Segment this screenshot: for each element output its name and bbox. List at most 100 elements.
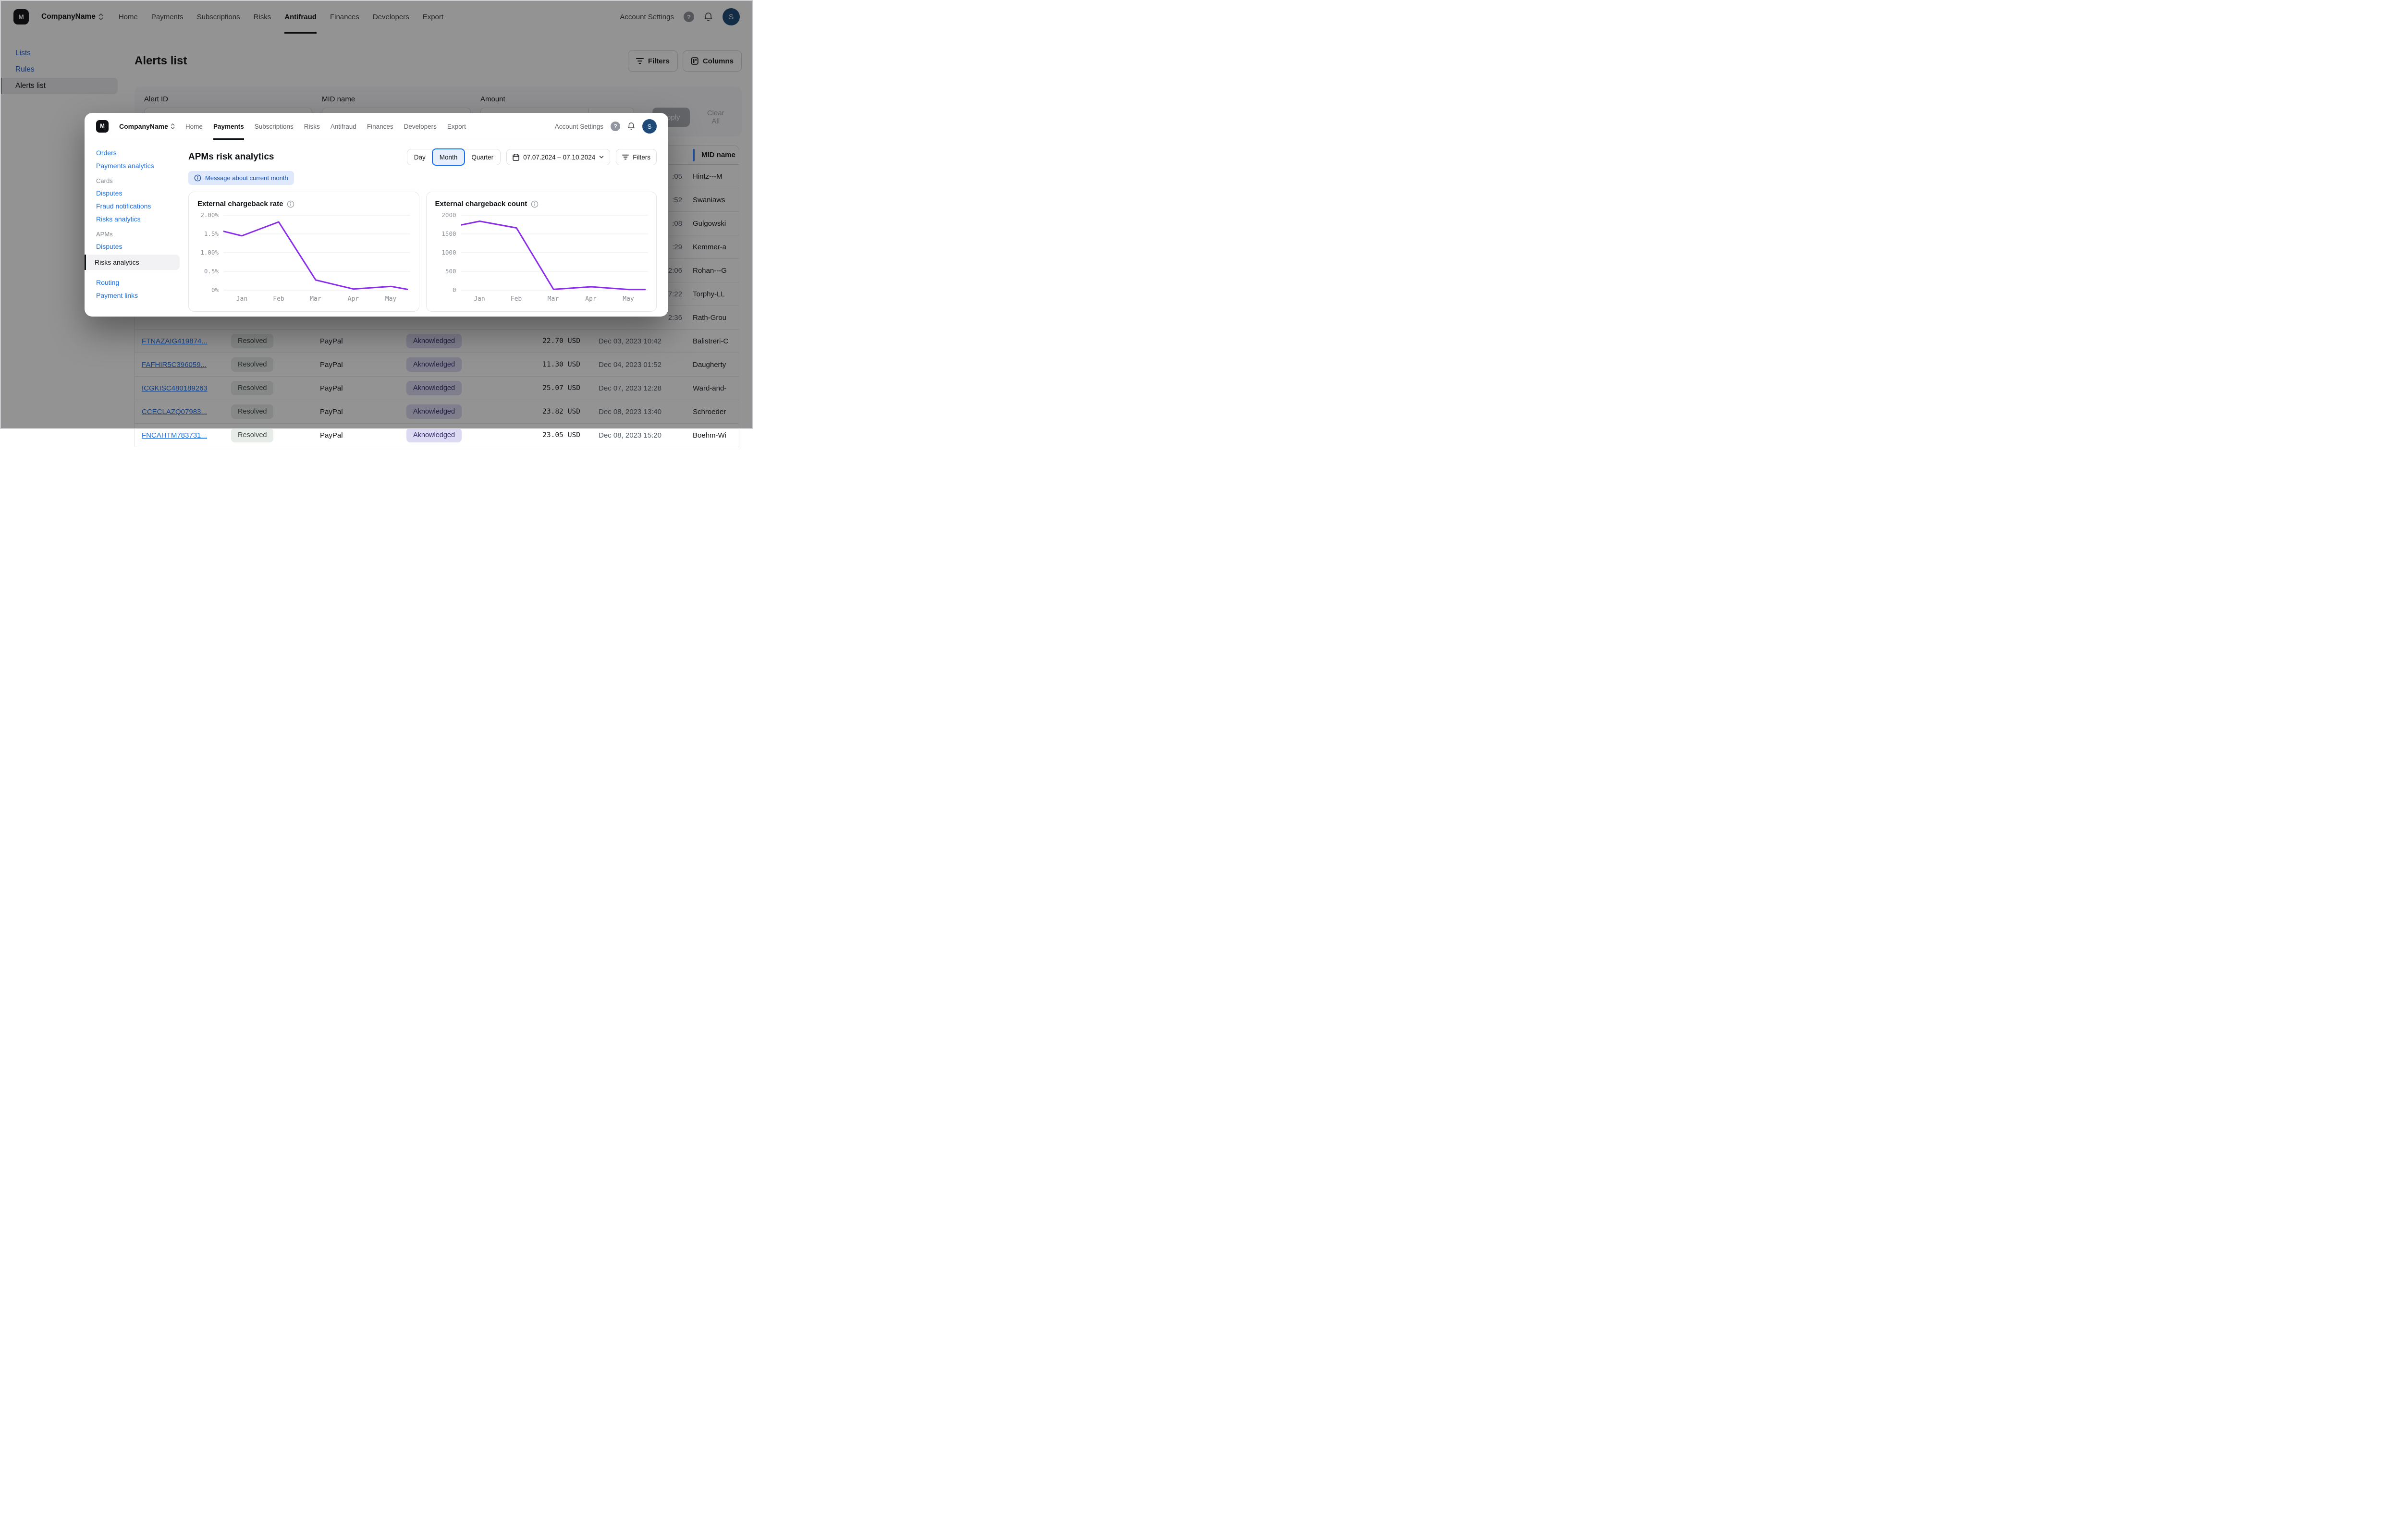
nav-item-antifraud[interactable]: Antifraud: [330, 122, 356, 130]
company-name: CompanyName: [41, 12, 96, 21]
date-cell: 2:06: [668, 266, 682, 275]
method-cell: PayPal: [320, 431, 343, 440]
nav-item-subscriptions[interactable]: Subscriptions: [196, 12, 240, 21]
sidebar-item-rules[interactable]: Rules: [15, 65, 35, 73]
chevron-updown-icon: [171, 123, 175, 129]
alert-id-link[interactable]: FTNAZAIG419874...: [142, 337, 208, 345]
period-segmented-control: Day Month Quarter: [406, 148, 501, 166]
alert-id-link[interactable]: FNCAHTM783731...: [142, 431, 207, 440]
user-avatar[interactable]: S: [642, 119, 657, 134]
sidebar-item-routing[interactable]: Routing: [96, 279, 120, 286]
company-logo[interactable]: M: [13, 9, 29, 24]
status-badge: Resolved: [231, 357, 274, 372]
date-cell: 2:36: [668, 313, 682, 322]
info-icon: [194, 174, 201, 182]
date-cell: :05: [672, 172, 682, 181]
column-drag-indicator[interactable]: [693, 148, 695, 161]
nav-item-finances[interactable]: Finances: [367, 122, 393, 130]
date-cell: Dec 07, 2023 12:28: [599, 384, 662, 392]
modal-filters-button[interactable]: Filters: [616, 149, 657, 165]
table-row-partial[interactable]: 2:36 Rath-Grou: [135, 306, 739, 330]
table-row[interactable]: FNCAHTM783731... Resolved PayPal Aknowle…: [135, 424, 739, 447]
modal-content: APMs risk analytics Day Month Quarter 07…: [180, 140, 668, 317]
nav-item-antifraud[interactable]: Antifraud: [284, 0, 317, 34]
filters-button[interactable]: Filters: [627, 50, 678, 72]
alert-id-link[interactable]: ICGKISC480189263: [142, 384, 208, 392]
modal-sidebar: Orders Payments analytics Cards Disputes…: [85, 140, 180, 317]
status-badge: Resolved: [231, 404, 274, 419]
nav-item-payments[interactable]: Payments: [213, 113, 244, 140]
sidebar-item-lists[interactable]: Lists: [15, 49, 31, 57]
nav-item-payments[interactable]: Payments: [151, 12, 184, 21]
sidebar-item-payment-links[interactable]: Payment links: [96, 292, 138, 299]
filter-icon: [622, 154, 629, 160]
sidebar-section-apms: APMs: [96, 231, 113, 238]
chart-title: External chargeback rate: [197, 200, 283, 208]
table-row[interactable]: FTNAZAIG419874... Resolved PayPal Aknowl…: [135, 330, 739, 353]
nav-item-developers[interactable]: Developers: [404, 122, 437, 130]
help-icon[interactable]: ?: [611, 122, 620, 131]
date-cell: Dec 04, 2023 01:52: [599, 360, 662, 369]
modal-filters-label: Filters: [633, 153, 650, 161]
table-row[interactable]: ICGKISC480189263 Resolved PayPal Aknowle…: [135, 377, 739, 400]
sidebar-item-alerts-list[interactable]: Alerts list: [0, 78, 118, 94]
mid-cell: Gulgowski: [693, 219, 726, 228]
mid-name-column-header: MID name: [701, 151, 735, 159]
nav-item-home[interactable]: Home: [118, 12, 138, 21]
nav-item-developers[interactable]: Developers: [372, 12, 409, 21]
alert-id-label: Alert ID: [144, 95, 169, 103]
status-badge: Resolved: [231, 381, 274, 395]
nav-item-risks[interactable]: Risks: [253, 12, 271, 21]
table-row[interactable]: CCECLAZQ07983... Resolved PayPal Aknowle…: [135, 400, 739, 424]
date-range-picker[interactable]: 07.07.2024 – 07.10.2024: [506, 149, 611, 165]
help-icon[interactable]: ?: [684, 12, 694, 22]
date-cell: Dec 08, 2023 13:40: [599, 407, 662, 416]
company-logo[interactable]: M: [96, 120, 109, 133]
nav-item-risks[interactable]: Risks: [304, 122, 320, 130]
info-icon[interactable]: [531, 200, 539, 208]
nav-item-finances[interactable]: Finances: [330, 12, 359, 21]
account-settings-link[interactable]: Account Settings: [620, 12, 674, 21]
filter-icon: [636, 58, 644, 64]
modal-title: APMs risk analytics: [188, 152, 274, 162]
mid-cell: Torphy-LL: [693, 290, 725, 298]
nav-item-subscriptions[interactable]: Subscriptions: [254, 122, 294, 130]
alert-id-link[interactable]: FAFHIR5C396059...: [142, 360, 207, 369]
banner-text: Message about current month: [205, 174, 288, 182]
period-month-button[interactable]: Month: [431, 148, 466, 166]
mid-name-label: MID name: [322, 95, 355, 103]
sidebar-item-orders[interactable]: Orders: [96, 149, 117, 157]
nav-item-export[interactable]: Export: [447, 122, 466, 130]
sidebar-section-cards: Cards: [96, 177, 113, 184]
ack-badge: Aknowledged: [406, 334, 462, 348]
nav-item-home[interactable]: Home: [185, 122, 203, 130]
table-row[interactable]: FAFHIR5C396059... Resolved PayPal Aknowl…: [135, 353, 739, 377]
info-icon[interactable]: [287, 200, 294, 208]
notifications-bell-icon[interactable]: [704, 12, 713, 22]
sidebar-item-apms-risks-analytics[interactable]: Risks analytics: [85, 255, 180, 270]
user-avatar[interactable]: S: [723, 8, 740, 25]
clear-all-button[interactable]: Clear All: [699, 108, 732, 127]
alert-id-link[interactable]: CCECLAZQ07983...: [142, 407, 207, 416]
chart-title: External chargeback count: [435, 200, 527, 208]
period-quarter-button[interactable]: Quarter: [471, 153, 494, 161]
sidebar-item-cards-disputes[interactable]: Disputes: [96, 189, 123, 197]
calendar-icon: [513, 154, 519, 161]
method-cell: PayPal: [320, 360, 343, 369]
sidebar-item-apms-disputes[interactable]: Disputes: [96, 243, 123, 250]
period-day-button[interactable]: Day: [414, 153, 426, 161]
date-range-value: 07.07.2024 – 07.10.2024: [523, 153, 596, 161]
account-settings-link[interactable]: Account Settings: [554, 122, 603, 130]
amount-value: 23.82: [542, 408, 564, 416]
columns-button-label: Columns: [702, 57, 734, 65]
columns-button[interactable]: Columns: [682, 50, 742, 72]
company-switcher[interactable]: CompanyName: [119, 122, 175, 130]
sidebar-item-fraud-notifications[interactable]: Fraud notifications: [96, 202, 151, 210]
notifications-bell-icon[interactable]: [627, 122, 635, 131]
nav-item-export[interactable]: Export: [422, 12, 444, 21]
columns-icon: [691, 57, 699, 65]
company-switcher[interactable]: CompanyName: [41, 12, 103, 21]
sidebar-item-payments-analytics[interactable]: Payments analytics: [96, 162, 154, 170]
sidebar-item-cards-risks-analytics[interactable]: Risks analytics: [96, 215, 141, 223]
current-month-banner[interactable]: Message about current month: [188, 171, 294, 185]
